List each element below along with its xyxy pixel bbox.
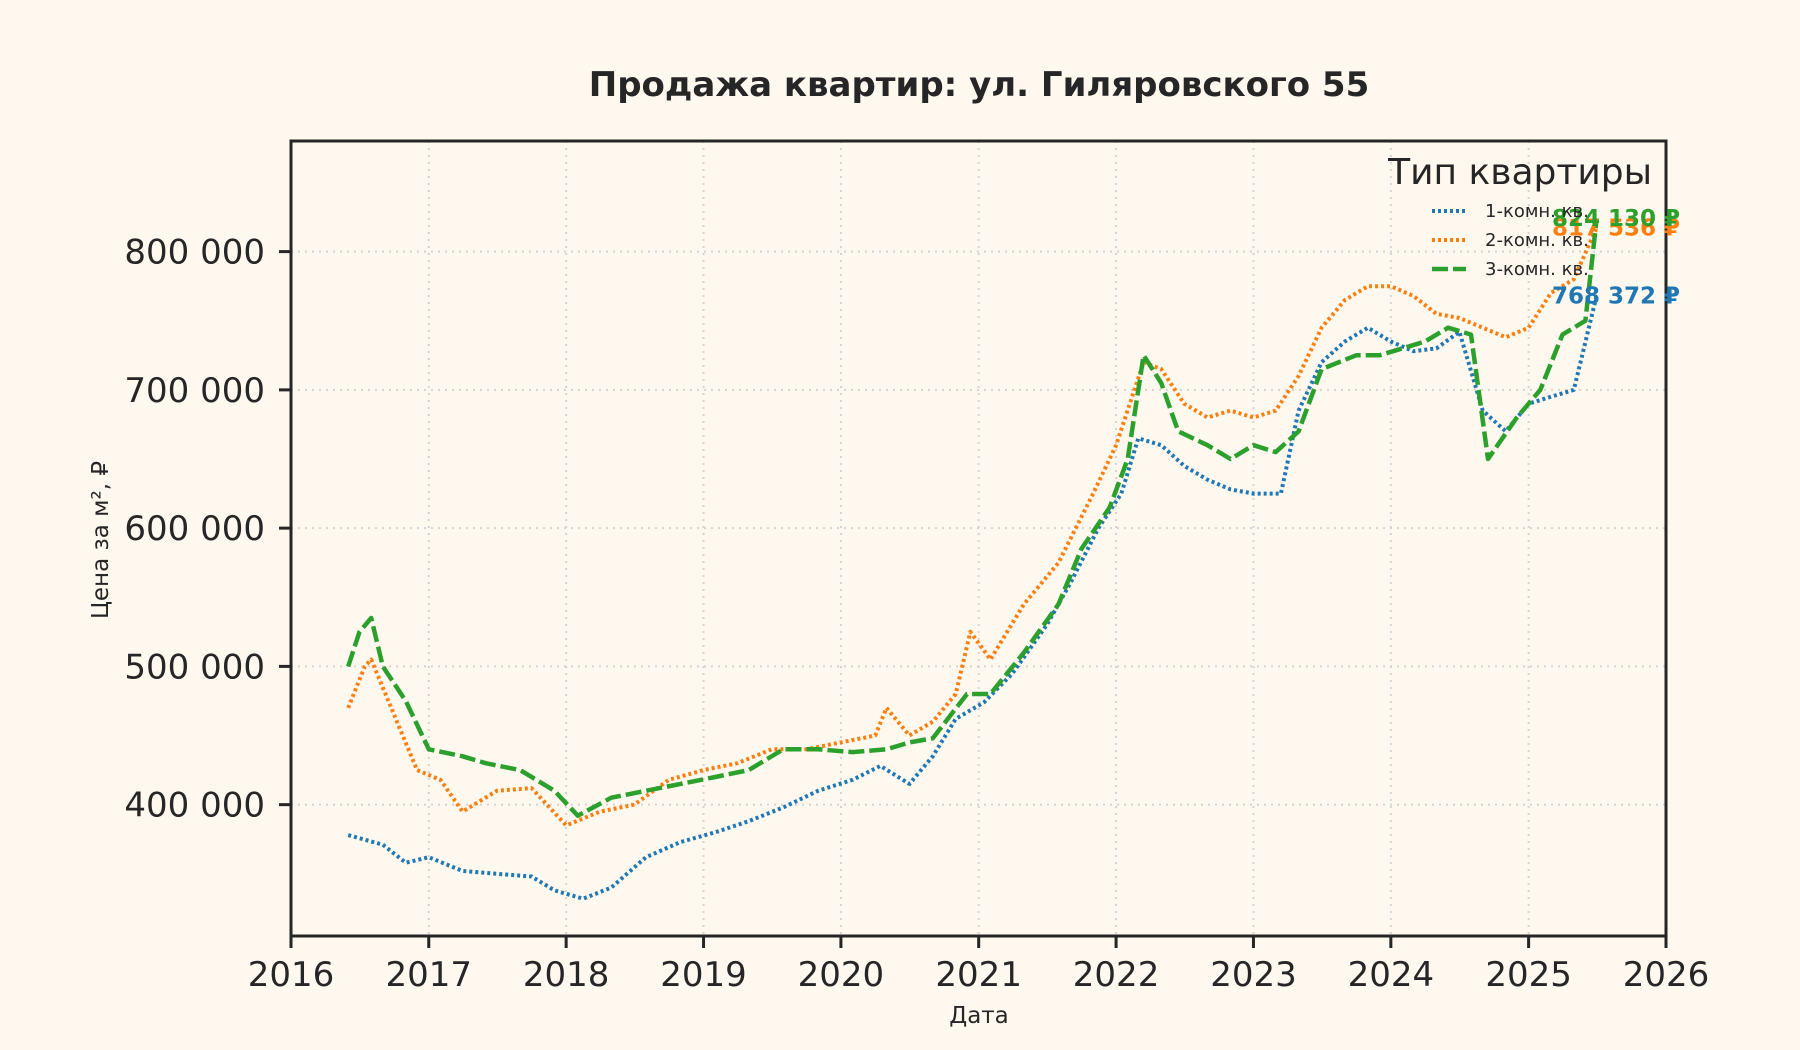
y-tick-label: 600 000 [124, 509, 265, 549]
y-tick-label: 500 000 [124, 647, 265, 687]
series-line-3 [346, 217, 1599, 818]
x-tick-label: 2022 [1073, 955, 1160, 995]
y-axis: 400 000 500 000 600 000 700 000 800 000 [124, 233, 291, 826]
x-tick-label: 2024 [1348, 955, 1435, 995]
y-axis-label: Цена за м², ₽ [88, 461, 114, 619]
series-line-1 [347, 294, 1599, 901]
y-tick-label: 400 000 [124, 786, 265, 826]
chart-title: Продажа квартир: ул. Гиляровского 55 [589, 65, 1369, 105]
x-tick-label: 2021 [935, 955, 1022, 995]
legend-label-1: 1-комн. кв. [1485, 201, 1589, 222]
x-tick-label: 2017 [385, 955, 472, 995]
x-tick-label: 2023 [1210, 955, 1297, 995]
y-tick-label: 700 000 [124, 371, 265, 411]
legend-label-3: 3-комн. кв. [1485, 259, 1589, 280]
end-label-2: 817 536 ₽ [1552, 215, 1680, 241]
x-axis: 2016 2017 2018 2019 2020 2021 2022 2023 2024 2025… [248, 936, 1710, 995]
series-lines [346, 217, 1599, 901]
end-labels: 768 372 ₽ 817 536 ₽824 130 ₽ [1552, 206, 1680, 309]
x-tick-label: 2020 [798, 955, 885, 995]
end-label-1: 768 372 ₽ [1552, 283, 1680, 309]
x-axis-label: Дата [949, 1003, 1009, 1029]
end-label-3: 824 130 ₽ [1552, 206, 1680, 232]
x-tick-label: 2016 [248, 955, 335, 995]
grid [290, 141, 1667, 936]
legend-label-2: 2-комн. кв. [1485, 230, 1589, 251]
series-line-2 [346, 226, 1599, 828]
legend-title: Тип квартиры [1387, 152, 1652, 193]
y-tick-label: 800 000 [124, 233, 265, 273]
x-tick-label: 2018 [523, 955, 610, 995]
x-tick-label: 2026 [1623, 955, 1710, 995]
x-tick-label: 2019 [660, 955, 747, 995]
legend: Тип квартиры 1-комн. кв. 2-комн. кв. 3-ком… [1387, 152, 1652, 280]
x-tick-label: 2025 [1485, 955, 1572, 995]
